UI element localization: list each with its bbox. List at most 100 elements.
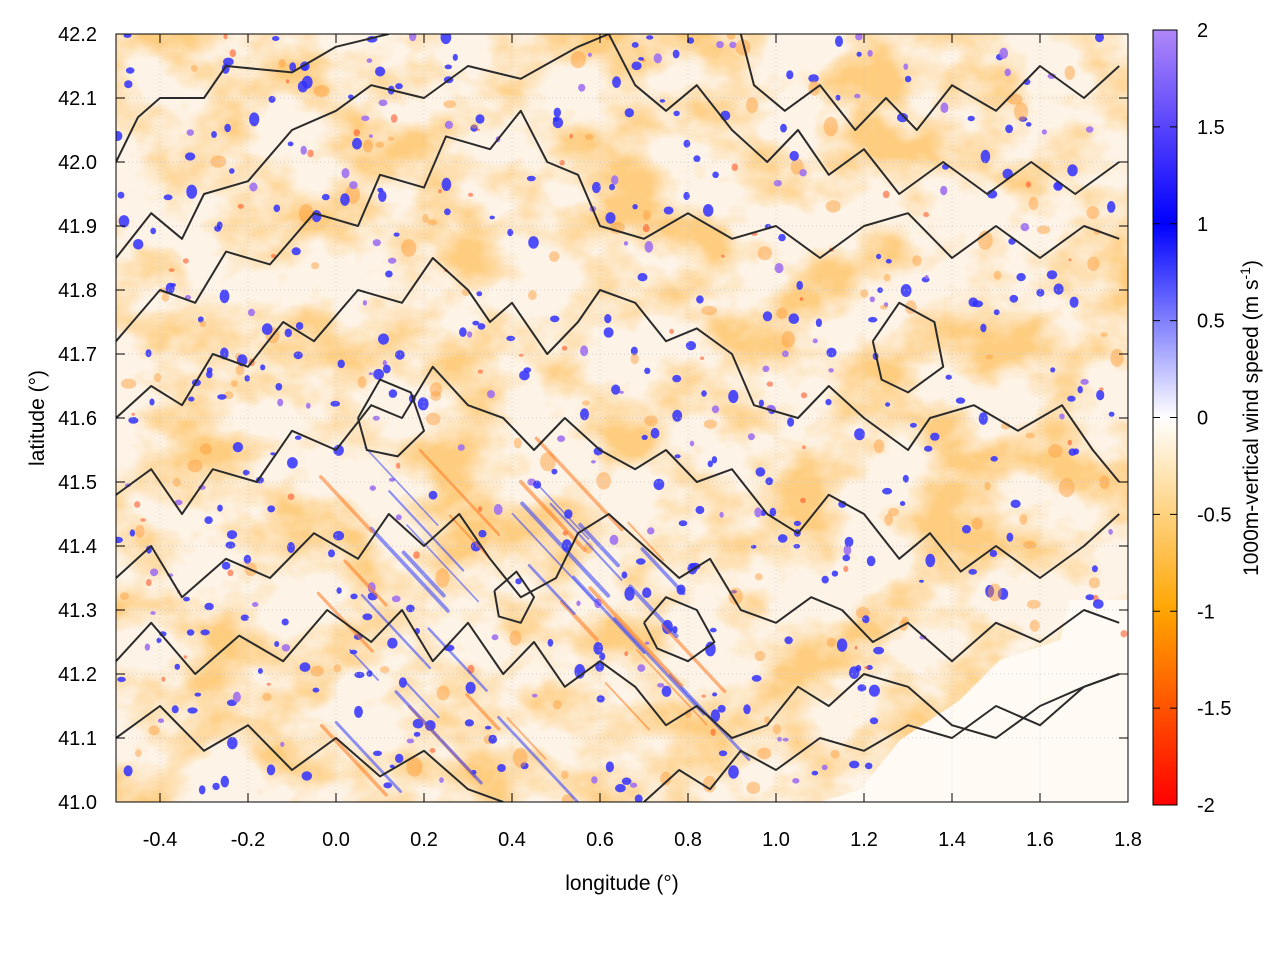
speckle: [388, 389, 398, 398]
speckle: [591, 776, 598, 784]
speckle: [123, 34, 132, 38]
colorbar-title: 1000m-vertical wind speed (m s-1): [1237, 260, 1263, 576]
speckle: [780, 123, 787, 133]
speckle: [703, 204, 714, 217]
speckle: [362, 613, 373, 621]
speckle: [477, 369, 483, 374]
speckle: [593, 641, 603, 655]
speckle: [272, 36, 280, 41]
speckle: [641, 434, 648, 441]
speckle: [864, 666, 869, 670]
speckle: [825, 398, 832, 406]
speckle: [266, 764, 276, 776]
speckle: [212, 782, 220, 791]
y-axis: 41.0 41.1 41.2 41.3 41.4 41.5 41.6 41.7 41.8 41.9…: [58, 24, 1128, 814]
y-axis-title: latitude (°): [26, 370, 49, 466]
colorbar-tick-label: 0.5: [1197, 311, 1225, 333]
speckle: [1025, 181, 1031, 188]
speckle: [1068, 258, 1072, 262]
speckle: [1099, 387, 1104, 391]
speckle: [310, 665, 325, 677]
speckle: [776, 307, 788, 320]
speckle: [990, 456, 998, 462]
speckle: [1019, 514, 1028, 525]
speckle: [378, 333, 389, 345]
streak: [448, 514, 491, 560]
calm-region: [820, 600, 1128, 802]
speckle: [815, 318, 823, 328]
speckle: [777, 736, 782, 742]
speckle: [569, 133, 573, 139]
speckle: [828, 368, 834, 373]
speckle: [689, 440, 695, 447]
speckle: [777, 534, 788, 543]
speckle: [826, 637, 836, 648]
streak: [640, 547, 686, 596]
speckle: [291, 247, 301, 256]
speckle: [214, 225, 222, 232]
streak: [497, 715, 580, 802]
speckle: [219, 289, 230, 304]
speckle: [596, 472, 612, 490]
speckle: [406, 604, 415, 613]
speckle: [148, 725, 160, 736]
speckle: [133, 239, 144, 250]
speckle: [717, 704, 726, 713]
speckle: [754, 573, 763, 581]
colorbar-title-suffix: ): [1240, 260, 1263, 267]
speckle: [354, 671, 365, 679]
speckle: [757, 747, 772, 760]
speckle: [968, 568, 977, 575]
speckle: [644, 367, 651, 374]
speckle: [674, 454, 681, 459]
speckle: [523, 367, 532, 373]
speckle: [226, 530, 238, 540]
x-tick-label: 0.0: [322, 829, 350, 851]
speckle: [409, 34, 417, 42]
speckle: [849, 760, 860, 769]
speckle: [615, 784, 626, 793]
speckle: [821, 575, 829, 584]
speckle: [257, 668, 263, 674]
x-tick-label: 0.6: [586, 829, 614, 851]
speckle: [200, 629, 210, 636]
speckle: [1107, 201, 1116, 213]
speckle: [281, 618, 289, 626]
speckle: [385, 270, 393, 278]
speckle: [297, 80, 308, 93]
speckle: [341, 168, 350, 179]
speckle: [488, 734, 498, 744]
speckle: [984, 481, 991, 491]
speckle: [311, 262, 320, 270]
streak: [604, 682, 651, 731]
speckle: [161, 293, 170, 302]
speckle: [1085, 126, 1094, 133]
y-tick-label: 41.8: [58, 280, 97, 302]
speckle: [395, 753, 404, 764]
speckle: [989, 549, 998, 558]
speckle: [855, 664, 862, 672]
x-tick-label: 1.0: [762, 829, 790, 851]
speckle: [678, 520, 688, 527]
speckle: [301, 771, 313, 781]
contour-line-12: [493, 570, 535, 624]
colorbar-tick-label: -1: [1197, 601, 1215, 623]
speckle: [547, 638, 554, 647]
speckle: [854, 93, 861, 99]
speckle: [336, 587, 342, 594]
speckle: [883, 273, 891, 282]
speckle: [390, 114, 398, 123]
speckle: [459, 327, 467, 337]
speckle: [695, 505, 705, 515]
speckle: [826, 347, 837, 358]
speckle: [787, 417, 795, 427]
speckle: [286, 79, 290, 84]
speckle: [406, 757, 423, 777]
speckle: [287, 542, 295, 553]
speckle: [1026, 599, 1041, 609]
streak: [627, 521, 665, 562]
colorbar-tick-label: 0: [1197, 408, 1208, 430]
speckle: [352, 137, 362, 150]
speckle: [835, 35, 843, 47]
speckle: [631, 42, 639, 48]
